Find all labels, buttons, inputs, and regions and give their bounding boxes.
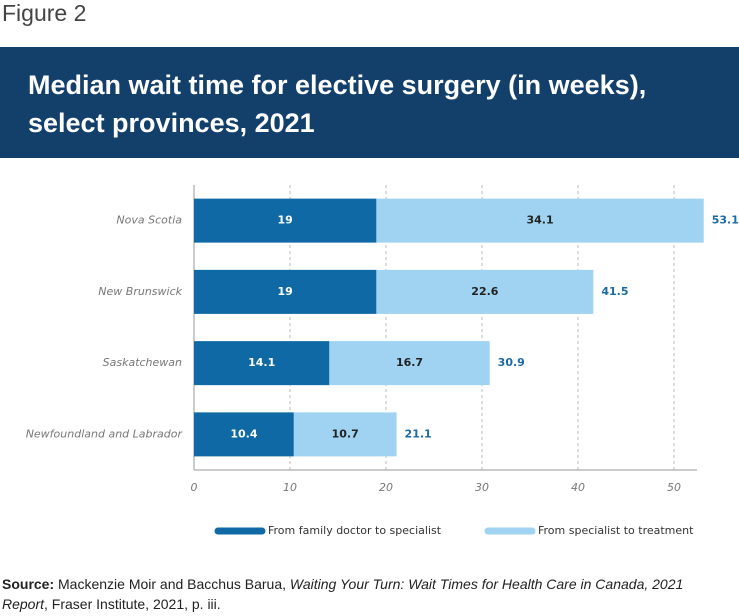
x-tick-label: 30 xyxy=(475,481,489,494)
x-tick-label: 10 xyxy=(283,481,297,494)
y-tick-label: Nova Scotia xyxy=(116,214,182,227)
title-band xyxy=(0,47,739,158)
source-authors: Mackenzie Moir and Bacchus Barua, xyxy=(58,576,287,592)
total-label: 21.1 xyxy=(405,427,432,440)
y-tick-label: Saskatchewan xyxy=(103,356,182,369)
y-tick-label: Newfoundland and Labrador xyxy=(26,427,184,440)
source-rest: , Fraser Institute, 2021, p. iii. xyxy=(44,596,221,612)
x-tick-label: 0 xyxy=(191,481,198,494)
bar-segment xyxy=(194,198,377,243)
x-tick-label: 50 xyxy=(667,481,681,494)
segment-label: 16.7 xyxy=(396,356,423,369)
segment-label: 10.7 xyxy=(332,427,359,440)
legend-label: From family doctor to specialist xyxy=(268,524,442,537)
bar-segment xyxy=(194,412,294,457)
bar-segment xyxy=(194,269,377,314)
segment-label: 19 xyxy=(278,285,293,298)
segment-label: 19 xyxy=(278,214,293,227)
segment-label: 14.1 xyxy=(248,356,275,369)
total-label: 41.5 xyxy=(601,285,628,298)
figure-label: Figure 2 xyxy=(2,0,87,26)
x-tick-label: 40 xyxy=(571,481,585,494)
source-work: Waiting Your Turn: Wait Times for Health… xyxy=(2,576,684,612)
total-label: 30.9 xyxy=(498,356,525,369)
segment-label: 34.1 xyxy=(527,214,554,227)
bar-segment xyxy=(329,341,490,386)
total-label: 53.1 xyxy=(712,214,739,227)
segment-label: 22.6 xyxy=(471,285,498,298)
source: Source: Mackenzie Moir and Bacchus Barua… xyxy=(2,574,732,614)
chart: 0 10 20 30 40 50 Nova Scotia 19 34.1 53.1 New Brun… xyxy=(26,185,739,537)
chart-title: Median wait time for elective surgery (i… xyxy=(28,70,647,138)
bar-segment xyxy=(194,341,330,386)
y-tick-label: New Brunswick xyxy=(98,285,182,298)
bar-segment xyxy=(376,269,594,314)
legend-label: From specialist to treatment xyxy=(538,524,694,537)
segment-label: 10.4 xyxy=(230,427,257,440)
bar-segment xyxy=(293,412,397,457)
x-tick-label: 20 xyxy=(379,481,393,494)
source-label: Source: xyxy=(2,576,55,592)
bar-segment xyxy=(376,198,704,243)
